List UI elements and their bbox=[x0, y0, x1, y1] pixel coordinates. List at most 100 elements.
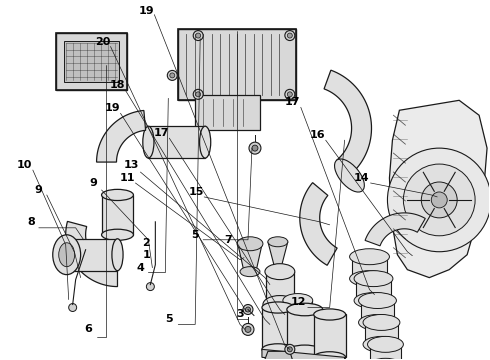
Text: 19: 19 bbox=[139, 6, 154, 15]
Ellipse shape bbox=[365, 317, 398, 328]
Text: 19: 19 bbox=[105, 103, 121, 113]
Ellipse shape bbox=[266, 267, 294, 276]
Ellipse shape bbox=[283, 347, 313, 360]
Polygon shape bbox=[352, 257, 388, 279]
Text: 13: 13 bbox=[124, 160, 139, 170]
Ellipse shape bbox=[283, 347, 313, 360]
Text: 9: 9 bbox=[90, 178, 98, 188]
Text: 17: 17 bbox=[153, 128, 169, 138]
Text: 6: 6 bbox=[85, 324, 93, 334]
Ellipse shape bbox=[361, 316, 394, 328]
Polygon shape bbox=[268, 242, 288, 265]
Polygon shape bbox=[284, 301, 312, 319]
Circle shape bbox=[193, 89, 203, 99]
Polygon shape bbox=[300, 183, 337, 265]
Circle shape bbox=[287, 33, 293, 38]
Polygon shape bbox=[101, 195, 133, 235]
Polygon shape bbox=[365, 213, 425, 246]
Ellipse shape bbox=[314, 352, 345, 360]
Polygon shape bbox=[284, 319, 312, 336]
Circle shape bbox=[285, 89, 295, 99]
Ellipse shape bbox=[284, 332, 312, 341]
Bar bbox=[178, 28, 296, 100]
Ellipse shape bbox=[369, 339, 401, 350]
Ellipse shape bbox=[283, 293, 313, 307]
Text: 11: 11 bbox=[120, 173, 135, 183]
Ellipse shape bbox=[314, 309, 345, 320]
Polygon shape bbox=[238, 245, 262, 272]
Bar bbox=[178, 28, 296, 100]
Text: 3: 3 bbox=[236, 310, 244, 319]
Polygon shape bbox=[369, 345, 401, 360]
Text: 4: 4 bbox=[137, 263, 145, 273]
Circle shape bbox=[431, 192, 447, 208]
Ellipse shape bbox=[101, 229, 133, 240]
Polygon shape bbox=[97, 111, 146, 162]
Bar bbox=[56, 32, 127, 90]
Ellipse shape bbox=[283, 329, 313, 343]
Ellipse shape bbox=[284, 314, 312, 323]
Text: 17: 17 bbox=[285, 97, 300, 107]
Ellipse shape bbox=[60, 239, 71, 271]
Polygon shape bbox=[66, 221, 118, 287]
Text: 14: 14 bbox=[354, 173, 369, 183]
Ellipse shape bbox=[53, 235, 81, 275]
Ellipse shape bbox=[287, 345, 323, 357]
Ellipse shape bbox=[284, 350, 312, 359]
Ellipse shape bbox=[349, 271, 390, 287]
Ellipse shape bbox=[356, 273, 391, 285]
Circle shape bbox=[69, 303, 76, 311]
Ellipse shape bbox=[354, 271, 393, 287]
Text: 12: 12 bbox=[291, 297, 307, 306]
Ellipse shape bbox=[143, 126, 154, 158]
Circle shape bbox=[147, 283, 154, 291]
Ellipse shape bbox=[284, 350, 312, 359]
Ellipse shape bbox=[101, 189, 133, 201]
Polygon shape bbox=[356, 279, 391, 301]
Text: 15: 15 bbox=[189, 187, 204, 197]
Text: 7: 7 bbox=[224, 235, 232, 245]
Circle shape bbox=[193, 31, 203, 41]
Circle shape bbox=[287, 92, 293, 97]
Ellipse shape bbox=[361, 294, 394, 306]
Circle shape bbox=[421, 182, 457, 218]
Ellipse shape bbox=[352, 273, 388, 285]
Circle shape bbox=[242, 323, 254, 336]
Ellipse shape bbox=[199, 126, 211, 158]
Polygon shape bbox=[148, 126, 205, 158]
Ellipse shape bbox=[237, 237, 263, 251]
Ellipse shape bbox=[354, 293, 393, 309]
Polygon shape bbox=[284, 336, 312, 354]
Circle shape bbox=[287, 347, 293, 352]
Circle shape bbox=[403, 164, 475, 236]
Ellipse shape bbox=[359, 293, 396, 309]
Ellipse shape bbox=[359, 315, 396, 330]
Polygon shape bbox=[266, 272, 294, 305]
Ellipse shape bbox=[240, 267, 260, 276]
Ellipse shape bbox=[262, 344, 294, 355]
Ellipse shape bbox=[284, 314, 312, 323]
Ellipse shape bbox=[59, 243, 74, 267]
Ellipse shape bbox=[368, 358, 403, 360]
Ellipse shape bbox=[284, 296, 312, 305]
Ellipse shape bbox=[112, 239, 123, 271]
Text: 5: 5 bbox=[192, 230, 199, 240]
Ellipse shape bbox=[263, 296, 297, 314]
Ellipse shape bbox=[363, 336, 400, 352]
Text: 10: 10 bbox=[17, 160, 32, 170]
Text: 20: 20 bbox=[95, 36, 110, 46]
Polygon shape bbox=[361, 301, 394, 323]
Ellipse shape bbox=[349, 249, 390, 265]
Polygon shape bbox=[284, 354, 312, 360]
Circle shape bbox=[249, 142, 261, 154]
Ellipse shape bbox=[284, 332, 312, 341]
Ellipse shape bbox=[363, 315, 400, 330]
Text: 1: 1 bbox=[143, 250, 150, 260]
Polygon shape bbox=[66, 239, 118, 271]
Ellipse shape bbox=[352, 251, 388, 263]
Circle shape bbox=[167, 71, 177, 80]
Ellipse shape bbox=[268, 237, 288, 247]
Ellipse shape bbox=[335, 159, 365, 192]
Circle shape bbox=[196, 33, 201, 38]
Bar bbox=[56, 32, 127, 90]
